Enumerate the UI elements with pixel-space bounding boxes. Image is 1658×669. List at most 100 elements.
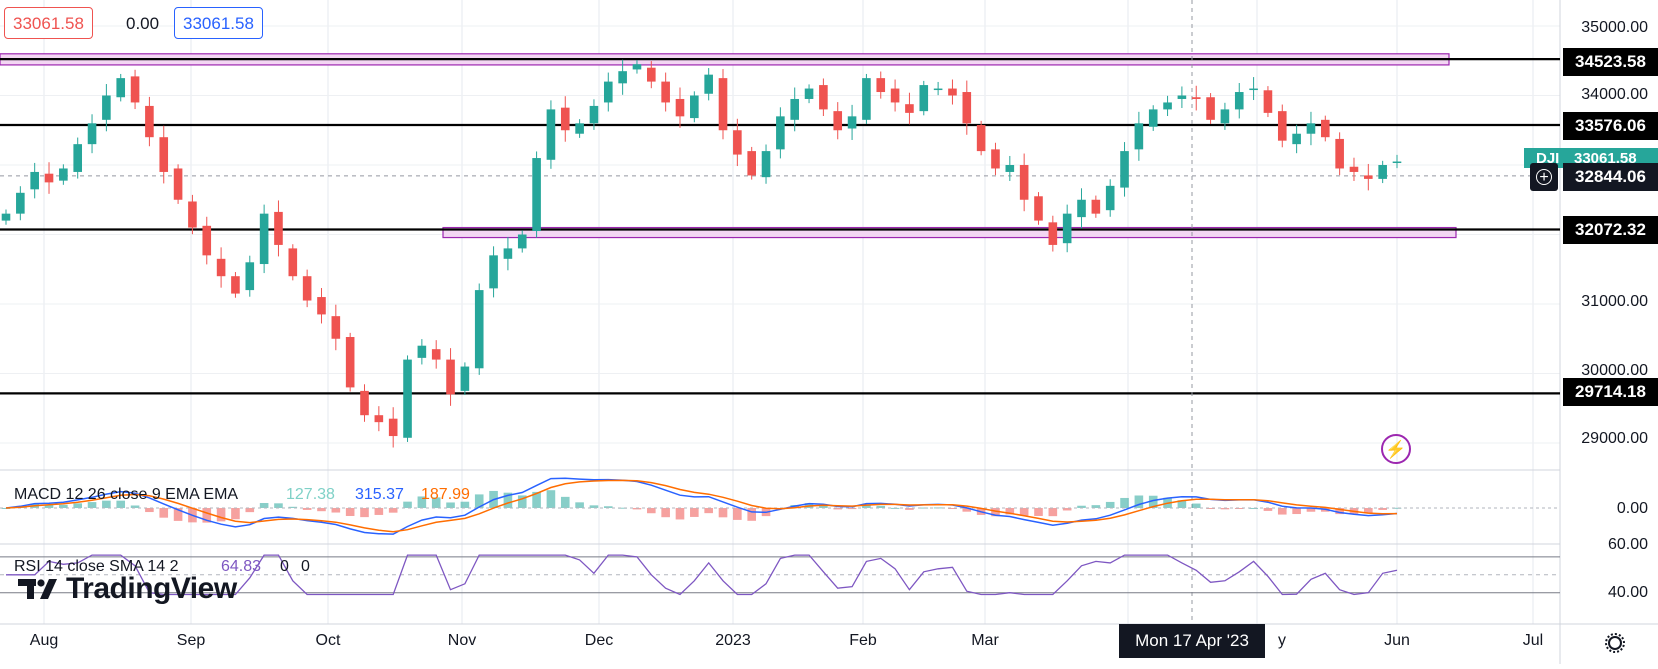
- candle-body: [933, 88, 943, 91]
- candle-body: [159, 137, 169, 172]
- macd-histogram-bar: [647, 508, 656, 514]
- date-tick-may-fragment: y: [1278, 632, 1286, 649]
- candle-body: [216, 258, 226, 277]
- date-tick-feb: Feb: [849, 632, 877, 649]
- date-tick-sep: Sep: [176, 632, 206, 649]
- price-tick-29000: 29000.00: [1581, 430, 1648, 447]
- macd-histogram-bar: [546, 490, 556, 508]
- candle-body: [474, 290, 484, 369]
- candle-body: [59, 168, 68, 181]
- macd-histogram-bar: [560, 496, 570, 508]
- add-alert-button[interactable]: +: [1530, 163, 1558, 191]
- macd-histogram-bar: [1378, 508, 1387, 510]
- macd-histogram-bar: [374, 508, 384, 515]
- macd-histogram-bar: [102, 500, 111, 508]
- macd-histogram-bar: [905, 508, 914, 510]
- candle-body: [517, 234, 527, 249]
- ohlc-open-value: 33061.58: [4, 7, 93, 39]
- macd-histogram-bar: [747, 508, 756, 521]
- macd-histogram-bar: [862, 505, 871, 508]
- macd-histogram-bar: [1392, 507, 1402, 509]
- date-tick-aug: Aug: [29, 632, 59, 649]
- candle-body: [776, 116, 785, 150]
- macd-histogram-bar: [87, 502, 97, 508]
- macd-axis-zero: 0.00: [1616, 500, 1648, 517]
- macd-histogram-bar: [274, 503, 283, 508]
- lightning-icon: ⚡: [1385, 439, 1407, 459]
- candle-body: [145, 105, 154, 138]
- replay-lightning-button[interactable]: ⚡: [1381, 434, 1411, 464]
- rsi-axis-low: 40.00: [1607, 584, 1648, 601]
- macd-histogram-bar: [1105, 501, 1115, 508]
- macd-histogram-bar: [661, 508, 670, 518]
- macd-histogram-bar: [962, 508, 972, 512]
- candle-body: [489, 255, 498, 289]
- candle-body: [603, 81, 613, 103]
- price-tick-34000: 34000.00: [1581, 86, 1648, 103]
- candle-body: [589, 105, 599, 124]
- macd-histogram-bar: [460, 501, 470, 508]
- candle-body: [302, 276, 312, 301]
- candle-body: [1, 213, 11, 221]
- level-badge-29714[interactable]: 29714.18: [1563, 378, 1658, 406]
- candle-body: [546, 109, 556, 160]
- macd-histogram-bar: [173, 508, 183, 521]
- macd-histogram-value: 127.38: [286, 486, 335, 503]
- candle-body: [675, 98, 685, 117]
- candle-body: [1234, 92, 1244, 110]
- macd-histogram-bar: [159, 508, 169, 518]
- symbol-tag: DJI: [1536, 150, 1560, 167]
- candle-body: [44, 173, 54, 183]
- candle-body: [345, 337, 355, 388]
- candle-body: [733, 130, 742, 155]
- macd-histogram-bar: [130, 505, 140, 508]
- candle-body: [1163, 102, 1172, 110]
- macd-line: [5, 477, 1398, 535]
- macd-histogram-bar: [575, 502, 584, 508]
- candle-body: [948, 88, 957, 96]
- candle-body: [790, 98, 800, 120]
- macd-histogram-bar: [1292, 508, 1301, 515]
- macd-indicator-title[interactable]: MACD 12 26 close 9 EMA EMA: [14, 486, 239, 503]
- macd-histogram-bar: [1005, 508, 1015, 515]
- level-badge-32072[interactable]: 32072.32: [1563, 216, 1658, 244]
- candle-body: [1292, 133, 1301, 145]
- candle-body: [661, 81, 670, 103]
- macd-histogram-bar: [718, 508, 728, 518]
- rsi-indicator-title[interactable]: RSI 14 close SMA 14 2: [14, 558, 179, 575]
- candle-body: [1091, 199, 1101, 214]
- level-badge-34523[interactable]: 34523.58: [1563, 48, 1658, 76]
- candle-body: [331, 316, 341, 339]
- date-tick-2023: 2023: [715, 632, 751, 649]
- ohlc-change-value: 0.00: [126, 14, 160, 33]
- candle-body: [1320, 119, 1330, 138]
- candle-body: [905, 104, 914, 113]
- macd-histogram-bar: [876, 505, 886, 508]
- candle-body: [1148, 109, 1158, 127]
- candle-body: [116, 78, 126, 98]
- level-badge-33576[interactable]: 33576.06: [1563, 112, 1658, 140]
- macd-histogram-bar: [403, 501, 412, 508]
- macd-line-value: 315.37: [355, 486, 404, 503]
- candle-body: [1335, 138, 1344, 169]
- settings-gear-button[interactable]: [1600, 628, 1630, 658]
- macd-histogram-bar: [833, 508, 843, 510]
- macd-histogram-bar: [59, 504, 68, 508]
- macd-signal-value: 187.99: [421, 486, 470, 503]
- crosshair-price-badge: 32844.06: [1563, 163, 1658, 191]
- candle-body: [1019, 165, 1029, 200]
- macd-histogram-bar: [1120, 497, 1129, 508]
- candle-body: [1105, 185, 1115, 211]
- macd-histogram-bar: [1034, 508, 1043, 516]
- candle-body: [1349, 166, 1359, 172]
- candle-body: [819, 85, 828, 110]
- rsi-axis-top: 60.00: [1607, 536, 1648, 553]
- macd-histogram-bar: [417, 496, 427, 508]
- supply-demand-zone-1: [442, 226, 1457, 239]
- candle-body: [1392, 161, 1402, 164]
- macd-histogram-bar: [517, 495, 527, 508]
- macd-histogram-bar: [733, 508, 742, 520]
- macd-histogram-bar: [1364, 508, 1373, 514]
